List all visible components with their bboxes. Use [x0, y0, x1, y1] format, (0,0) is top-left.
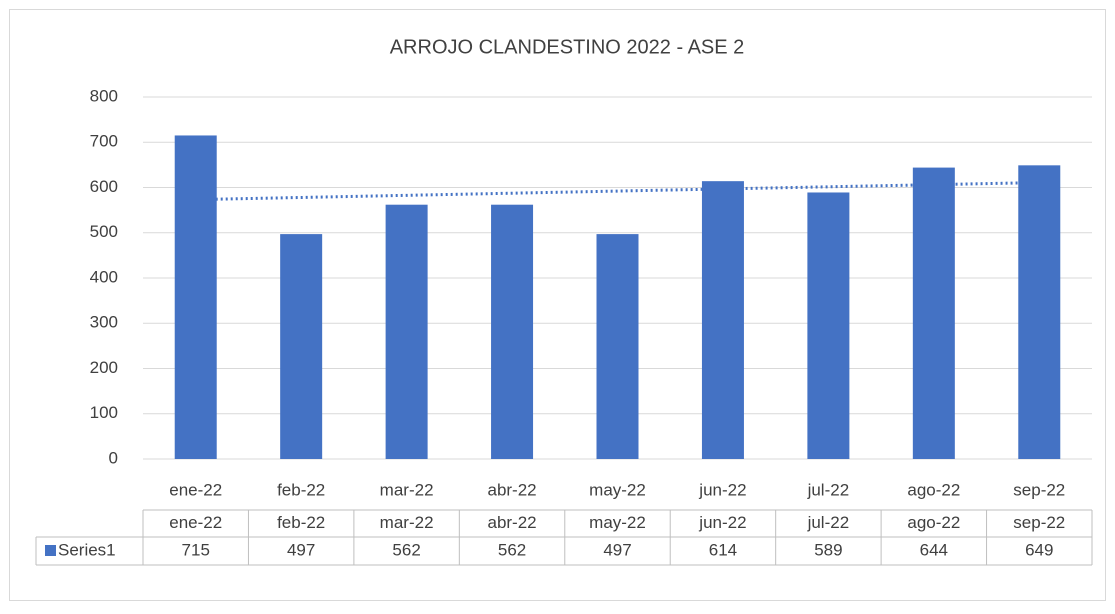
table-header: ene-22	[169, 513, 222, 532]
x-tick-label: may-22	[589, 480, 646, 499]
bar	[596, 234, 639, 459]
y-tick-label: 500	[90, 222, 118, 241]
x-tick-label: abr-22	[487, 480, 536, 499]
chart-title: ARROJO CLANDESTINO 2022 - ASE 2	[390, 36, 745, 58]
legend-key	[45, 545, 56, 556]
table-value: 715	[182, 540, 210, 559]
table-value: 497	[287, 540, 315, 559]
table-header: jun-22	[698, 513, 746, 532]
table-value: 589	[814, 540, 842, 559]
x-tick-label: jun-22	[698, 480, 746, 499]
y-tick-label: 800	[90, 86, 118, 105]
x-tick-label: sep-22	[1013, 480, 1065, 499]
y-tick-label: 0	[109, 448, 118, 467]
y-tick-label: 600	[90, 177, 118, 196]
y-tick-label: 300	[90, 313, 118, 332]
table-header: feb-22	[277, 513, 325, 532]
x-tick-label: ene-22	[169, 480, 222, 499]
x-tick-label: feb-22	[277, 480, 325, 499]
bar	[701, 181, 744, 460]
x-tick-label: mar-22	[380, 480, 434, 499]
bar	[385, 204, 428, 459]
y-tick-label: 200	[90, 358, 118, 377]
table-value: 644	[920, 540, 948, 559]
y-tick-label: 100	[90, 403, 118, 422]
table-header: ago-22	[907, 513, 960, 532]
table-header: may-22	[589, 513, 646, 532]
table-value: 649	[1025, 540, 1053, 559]
bar	[491, 204, 534, 459]
bar	[912, 167, 955, 459]
table-value: 614	[709, 540, 737, 559]
bar	[807, 192, 850, 460]
table-header: sep-22	[1013, 513, 1065, 532]
y-tick-label: 700	[90, 132, 118, 151]
bar	[280, 234, 323, 459]
table-header: jul-22	[807, 513, 850, 532]
legend-label: Series1	[58, 540, 116, 559]
bar	[174, 135, 217, 459]
table-value: 497	[603, 540, 631, 559]
x-tick-label: ago-22	[907, 480, 960, 499]
table-header: mar-22	[380, 513, 434, 532]
table-value: 562	[392, 540, 420, 559]
y-tick-label: 400	[90, 267, 118, 286]
table-value: 562	[498, 540, 526, 559]
x-tick-label: jul-22	[807, 480, 850, 499]
table-header: abr-22	[487, 513, 536, 532]
trendline	[195, 181, 1040, 202]
bar	[1018, 165, 1061, 459]
